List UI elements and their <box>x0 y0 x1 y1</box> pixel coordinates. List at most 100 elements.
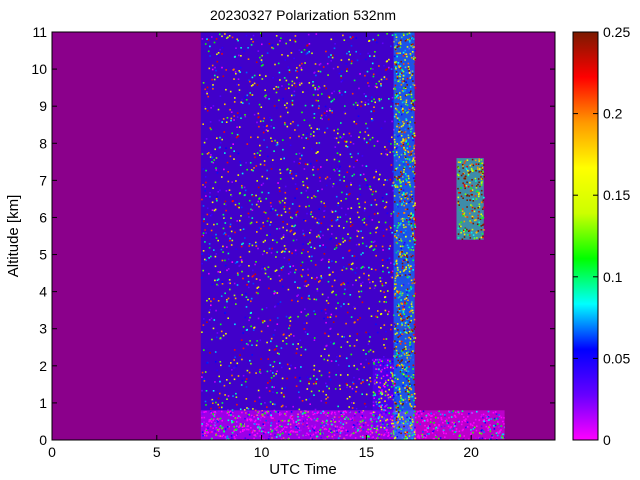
heatmap-cell <box>378 398 380 400</box>
heatmap-cell <box>268 435 271 438</box>
heatmap-cell <box>367 99 370 101</box>
heatmap-cell <box>210 304 212 307</box>
heatmap-cell <box>369 412 372 414</box>
heatmap-cell <box>402 310 405 312</box>
heatmap-cell <box>388 388 390 391</box>
heatmap-cell <box>232 410 234 413</box>
heatmap-cell <box>291 84 293 87</box>
heatmap-cell <box>364 178 366 180</box>
heatmap-cell <box>483 196 485 199</box>
heatmap-cell <box>284 88 287 90</box>
heatmap-cell <box>474 418 477 421</box>
heatmap-cell <box>363 266 366 269</box>
heatmap-cell <box>325 114 327 117</box>
heatmap-cell <box>459 192 462 194</box>
heatmap-cell <box>345 145 347 147</box>
heatmap-cell <box>273 367 275 369</box>
heatmap-cell <box>408 107 411 110</box>
heatmap-cell <box>281 404 284 407</box>
heatmap-cell <box>233 158 235 160</box>
heatmap-cell <box>275 426 278 429</box>
heatmap-cell <box>220 425 222 427</box>
heatmap-cell <box>209 214 212 217</box>
heatmap-cell <box>239 71 241 73</box>
heatmap-cell <box>414 218 417 221</box>
heatmap-cell <box>457 187 459 190</box>
heatmap-cell <box>356 159 358 161</box>
heatmap-cell <box>225 190 228 192</box>
heatmap-cell <box>425 434 428 437</box>
heatmap-cell <box>374 51 376 53</box>
heatmap-cell <box>403 254 406 257</box>
heatmap-cell <box>231 369 233 371</box>
heatmap-cell <box>293 160 296 163</box>
heatmap-cell <box>204 176 207 178</box>
heatmap-cell <box>267 438 270 440</box>
heatmap-cell <box>286 125 289 128</box>
heatmap-cell <box>500 425 503 427</box>
heatmap-cell <box>407 387 409 389</box>
heatmap-cell <box>231 421 233 424</box>
heatmap-cell <box>471 158 474 161</box>
heatmap-cell <box>339 355 341 357</box>
heatmap-cell <box>480 176 482 178</box>
heatmap-cell <box>313 429 316 432</box>
heatmap-cell <box>269 364 272 366</box>
heatmap-cell <box>282 394 285 396</box>
heatmap-cell <box>468 195 470 197</box>
heatmap-cell <box>317 100 320 102</box>
heatmap-cell <box>257 247 259 250</box>
heatmap-cell <box>359 73 361 75</box>
heatmap-cell <box>202 269 204 272</box>
heatmap-cell <box>281 419 284 422</box>
heatmap-cell <box>282 250 284 253</box>
heatmap-cell <box>353 426 355 429</box>
heatmap-cell <box>328 375 331 378</box>
heatmap-cell <box>439 413 442 416</box>
heatmap-cell <box>481 437 484 439</box>
heatmap-cell <box>276 228 278 230</box>
heatmap-cell <box>480 189 483 192</box>
heatmap-cell <box>288 437 290 439</box>
heatmap-cell <box>340 122 342 124</box>
heatmap-cell <box>241 270 243 273</box>
heatmap-cell <box>331 233 333 235</box>
heatmap-cell <box>371 219 374 221</box>
heatmap-cell <box>396 292 399 295</box>
heatmap-cell <box>227 268 230 270</box>
heatmap-cell <box>252 274 255 277</box>
heatmap-cell <box>219 189 221 192</box>
heatmap-cell <box>481 208 484 210</box>
heatmap-cell <box>365 165 368 167</box>
heatmap-cell <box>248 418 251 421</box>
heatmap-cell <box>285 412 287 414</box>
heatmap-cell <box>213 78 216 81</box>
heatmap-cell <box>366 70 369 73</box>
heatmap-cell <box>396 186 399 188</box>
heatmap-cell <box>433 422 435 424</box>
heatmap-cell <box>311 148 313 150</box>
heatmap-cell <box>367 278 370 281</box>
heatmap-cell <box>407 264 410 266</box>
heatmap-cell <box>404 431 407 433</box>
heatmap-cell <box>306 44 309 46</box>
heatmap-cell <box>407 66 410 68</box>
heatmap-cell <box>218 406 220 409</box>
heatmap-cell <box>253 434 256 436</box>
heatmap-cell <box>263 164 266 166</box>
heatmap-cell <box>372 358 394 429</box>
heatmap-cell <box>312 81 314 83</box>
heatmap-cell <box>390 371 392 374</box>
heatmap-cell <box>371 193 374 196</box>
heatmap-cell <box>284 122 286 124</box>
heatmap-cell <box>410 110 412 113</box>
heatmap-cell <box>408 435 411 437</box>
heatmap-cell <box>411 77 413 80</box>
heatmap-cell <box>404 420 407 423</box>
heatmap-cell <box>233 429 236 431</box>
heatmap-cell <box>325 398 327 400</box>
heatmap-cell <box>245 386 248 388</box>
heatmap-cell <box>275 345 278 347</box>
heatmap-cell <box>342 237 344 240</box>
heatmap-cell <box>347 430 349 433</box>
